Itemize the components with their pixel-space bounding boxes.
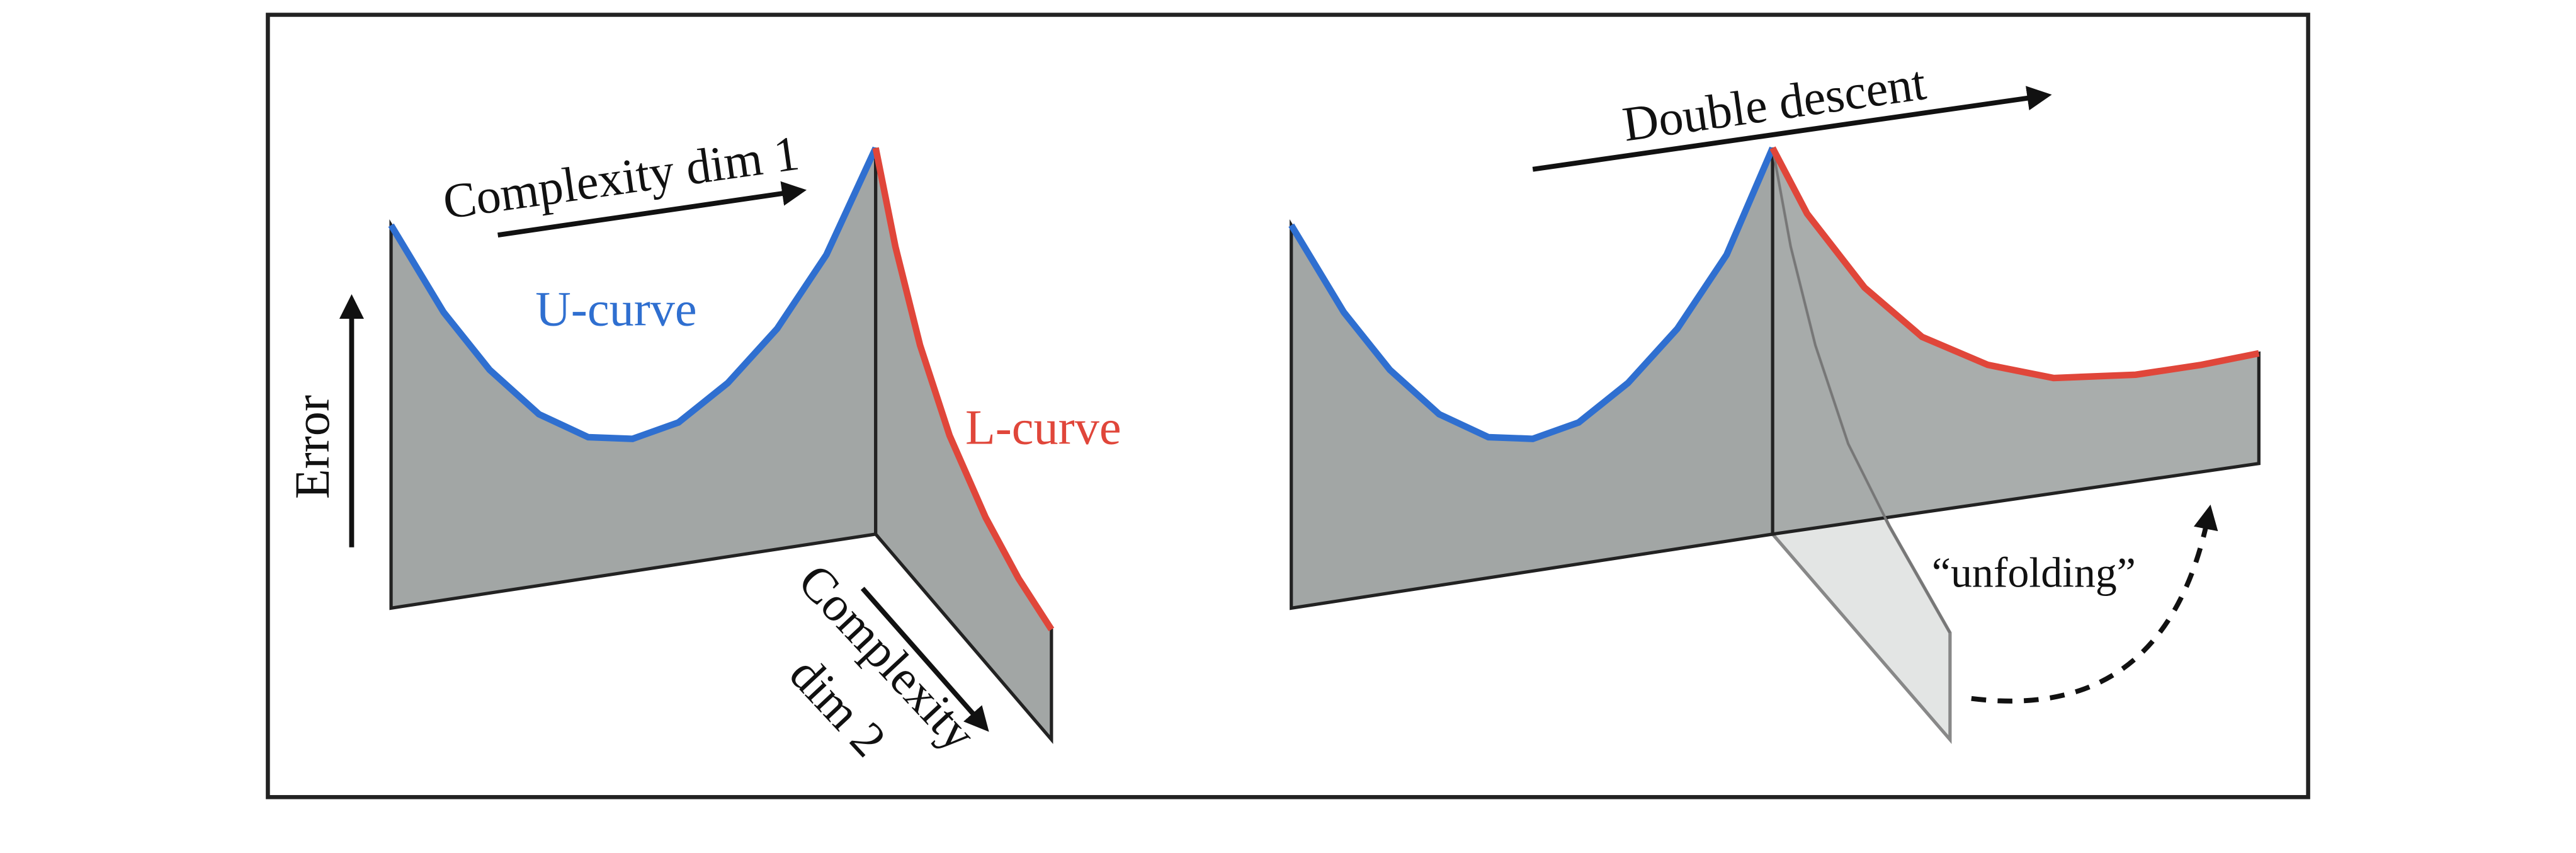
error-label: Error bbox=[285, 395, 339, 499]
folded-edge bbox=[1771, 147, 1951, 634]
right-panel: Double descent “unfolding” bbox=[1288, 55, 2261, 744]
l-curve bbox=[872, 147, 1055, 632]
l-curve bbox=[1769, 146, 2260, 382]
complexity-dim1-arrow bbox=[497, 181, 807, 238]
u-curve bbox=[1288, 146, 1776, 442]
double-descent-arrow bbox=[1532, 86, 2052, 172]
u-curve-label: U-curve bbox=[535, 282, 696, 336]
complexity-dim2-arrow bbox=[860, 587, 989, 732]
u-curve bbox=[388, 146, 879, 442]
unfolding-label: “unfolding” bbox=[1932, 549, 2136, 596]
l-curve-label: L-curve bbox=[965, 399, 1121, 454]
unfolding-arrow bbox=[1971, 505, 2218, 704]
